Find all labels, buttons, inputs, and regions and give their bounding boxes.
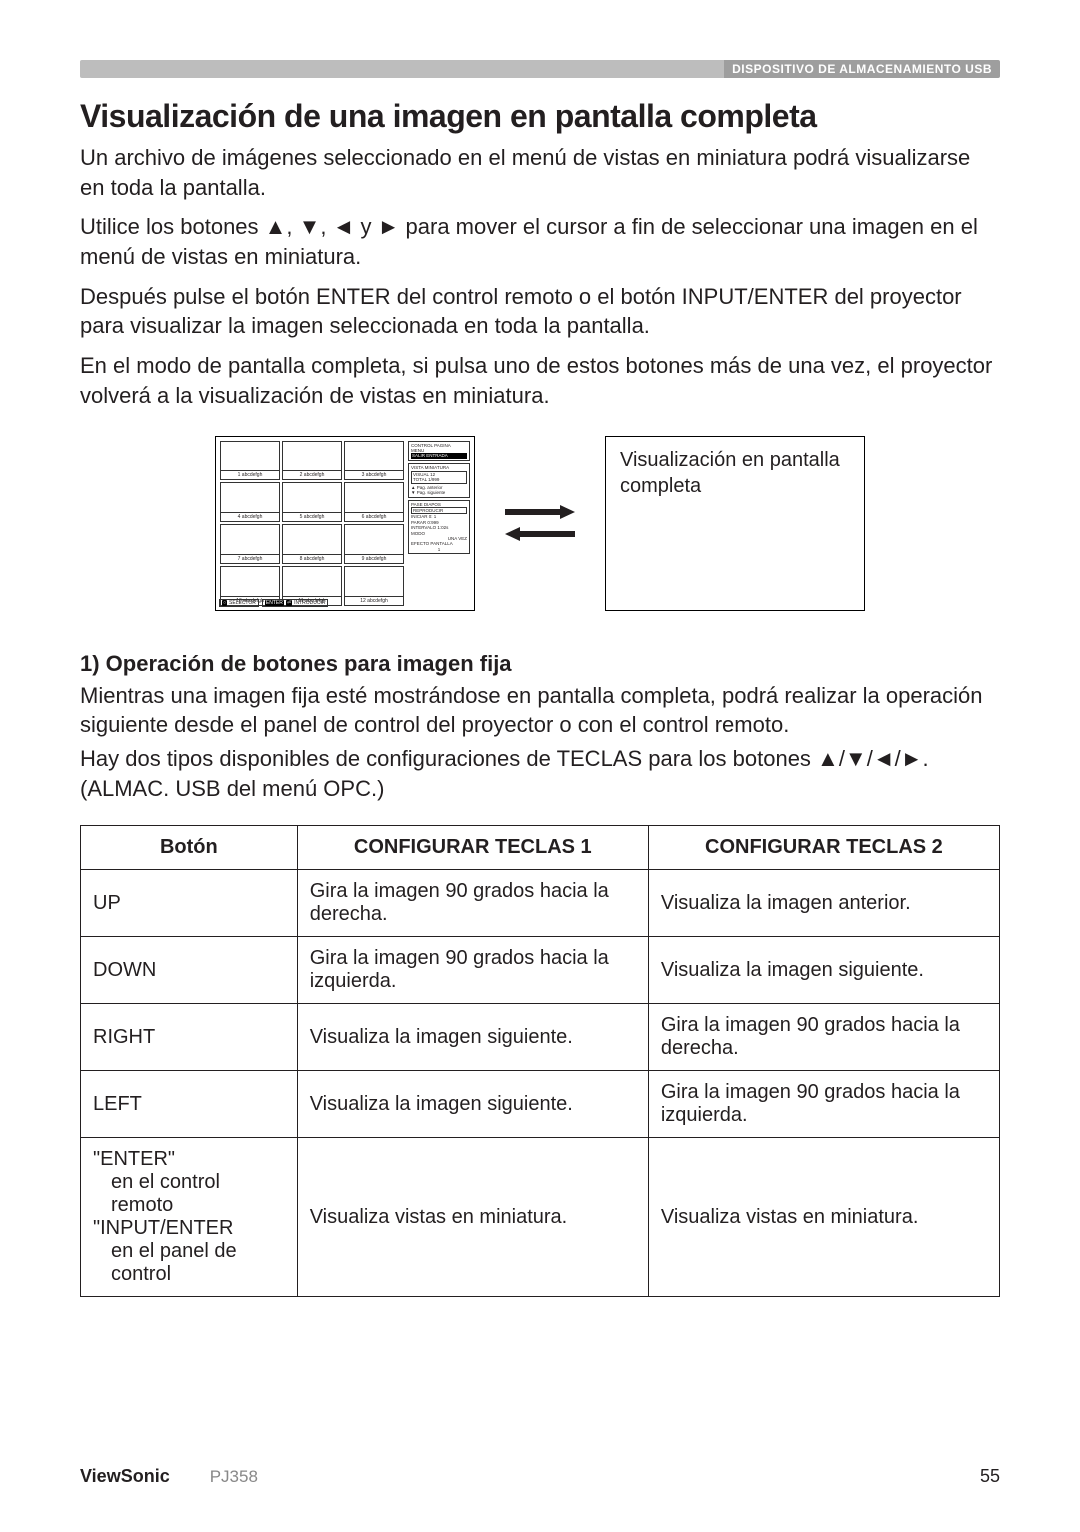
arrow-right-icon (505, 505, 575, 519)
section1-heading: 1) Operación de botones para imagen fija (80, 651, 1000, 677)
keys-table: Botón CONFIGURAR TECLAS 1 CONFIGURAR TEC… (80, 825, 1000, 1297)
fullscreen-label: Visualización en pantalla completa (620, 449, 840, 497)
arrow-left-icon (505, 527, 575, 541)
table-row: "ENTER" en el control remoto "INPUT/ENTE… (81, 1138, 1000, 1297)
page-footer: ViewSonic PJ358 55 (80, 1466, 1000, 1487)
cell-teclas2: Gira la imagen 90 grados hacia la izquie… (648, 1071, 999, 1138)
th-boton: Botón (81, 826, 298, 870)
table-row: UP Gira la imagen 90 grados hacia la der… (81, 870, 1000, 937)
diagram-row: 1 abcdefgh 2 abcdefgh 3 abcdefgh 4 abcde… (80, 436, 1000, 611)
thumb-cell: 2 abcdefgh (282, 441, 342, 481)
diagram-arrows (505, 505, 575, 541)
fullscreen-panel: Visualización en pantalla completa (605, 436, 865, 611)
table-row: RIGHT Visualiza la imagen siguiente. Gir… (81, 1004, 1000, 1071)
intro-p2: Utilice los botones ▲, ▼, ◄ y ► para mov… (80, 212, 1000, 271)
cell-teclas1: Gira la imagen 90 grados hacia la izquie… (297, 937, 648, 1004)
thumb-cell: 3 abcdefgh (344, 441, 404, 481)
cell-teclas1: Visualiza la imagen siguiente. (297, 1004, 648, 1071)
section-label: DISPOSITIVO DE ALMACENAMIENTO USB (732, 62, 992, 76)
intro-p3: Después pulse el botón ENTER del control… (80, 282, 1000, 341)
cell-teclas1: Gira la imagen 90 grados hacia la derech… (297, 870, 648, 937)
cell-button: UP (81, 870, 298, 937)
cell-teclas1: Visualiza la imagen siguiente. (297, 1071, 648, 1138)
thumbnail-panel: 1 abcdefgh 2 abcdefgh 3 abcdefgh 4 abcde… (215, 436, 475, 611)
cell-teclas2: Visualiza la imagen anterior. (648, 870, 999, 937)
footer-brand: ViewSonic (80, 1466, 170, 1487)
side-pase: PASE DIAPOSREPRODUCIRINICIAR 0: 1PARAR 0… (408, 500, 470, 555)
cell-teclas2: Visualiza la imagen siguiente. (648, 937, 999, 1004)
intro-p1: Un archivo de imágenes seleccionado en e… (80, 143, 1000, 202)
table-row: DOWN Gira la imagen 90 grados hacia la i… (81, 937, 1000, 1004)
header-bar-label-box: DISPOSITIVO DE ALMACENAMIENTO USB (724, 60, 1000, 78)
cell-teclas2: Visualiza vistas en miniatura. (648, 1138, 999, 1297)
thumbnail-footer: ○SELECTOR ENTER⏎INTRODUCIR (219, 599, 407, 607)
thumb-cell: 6 abcdefgh (344, 482, 404, 522)
thumbnail-grid: 1 abcdefgh 2 abcdefgh 3 abcdefgh 4 abcde… (220, 441, 404, 606)
cell-button-enter: "ENTER" en el control remoto "INPUT/ENTE… (81, 1138, 298, 1297)
cell-button: LEFT (81, 1071, 298, 1138)
footer-model: PJ358 (210, 1467, 258, 1487)
thumb-cell: 7 abcdefgh (220, 524, 280, 564)
section-header-bar: DISPOSITIVO DE ALMACENAMIENTO USB (80, 60, 1000, 78)
th-teclas2: CONFIGURAR TECLAS 2 (648, 826, 999, 870)
table-row: LEFT Visualiza la imagen siguiente. Gira… (81, 1071, 1000, 1138)
cell-button: DOWN (81, 937, 298, 1004)
intro-p4: En el modo de pantalla completa, si puls… (80, 351, 1000, 410)
table-header-row: Botón CONFIGURAR TECLAS 1 CONFIGURAR TEC… (81, 826, 1000, 870)
thumb-cell: 8 abcdefgh (282, 524, 342, 564)
footer-page-number: 55 (980, 1466, 1000, 1487)
side-control: CONTROL PAGINAMENUSALIR ENTRADA (408, 441, 470, 461)
cell-teclas2: Gira la imagen 90 grados hacia la derech… (648, 1004, 999, 1071)
thumb-cell: 1 abcdefgh (220, 441, 280, 481)
page-title: Visualización de una imagen en pantalla … (80, 98, 1000, 135)
section1-p2: Hay dos tipos disponibles de configuraci… (80, 744, 1000, 803)
side-vista: VISTA MINIATURAVISUAL 12TOTAL 1/999▲ Pag… (408, 463, 470, 498)
thumbnail-side-menu: CONTROL PAGINAMENUSALIR ENTRADA VISTA MI… (408, 441, 470, 606)
thumb-cell: 4 abcdefgh (220, 482, 280, 522)
cell-teclas1: Visualiza vistas en miniatura. (297, 1138, 648, 1297)
thumb-cell: 9 abcdefgh (344, 524, 404, 564)
thumbnail-panel-wrap: 1 abcdefgh 2 abcdefgh 3 abcdefgh 4 abcde… (215, 436, 475, 611)
thumb-cell: 5 abcdefgh (282, 482, 342, 522)
cell-button: RIGHT (81, 1004, 298, 1071)
header-bar-decor (80, 60, 724, 78)
th-teclas1: CONFIGURAR TECLAS 1 (297, 826, 648, 870)
section1-p1: Mientras una imagen fija esté mostrándos… (80, 681, 1000, 740)
